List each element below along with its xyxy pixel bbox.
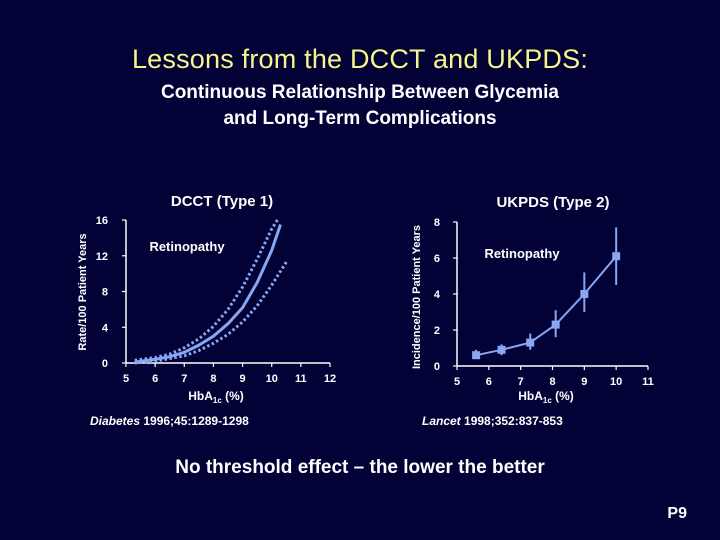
x-tick-label: 11 [642, 376, 654, 388]
chart-title: DCCT (Type 1) [171, 193, 273, 210]
data-point-marker [580, 290, 589, 298]
data-point-marker [551, 320, 560, 329]
footer-text: No threshold effect – the lower the bett… [175, 457, 545, 478]
data-point-marker [526, 338, 535, 347]
series-line-dotted [134, 261, 288, 365]
x-tick-label: 9 [581, 376, 587, 388]
citation-reference: 1996;45:1289-1298 [140, 414, 249, 428]
data-point-marker [472, 351, 481, 360]
slide-title: Lessons from the DCCT and UKPDS: [131, 44, 589, 74]
x-tick-label: 7 [181, 373, 187, 385]
x-axis-label: HbA1c (%) [188, 389, 244, 405]
x-axis-label-subscript: 1c [543, 396, 552, 405]
data-point-marker [612, 252, 621, 261]
x-tick-label: 12 [324, 373, 336, 385]
series-line-solid [134, 224, 282, 364]
y-tick-label: 6 [434, 253, 440, 265]
y-tick-label: 0 [434, 361, 440, 373]
annotation-label: Retinopathy [484, 246, 560, 261]
x-tick-label: 11 [295, 373, 307, 385]
y-axis-label: Incidence/100 Patient Years [411, 225, 423, 369]
x-tick-label: 7 [518, 376, 524, 388]
x-tick-label: 8 [210, 373, 216, 385]
x-tick-label: 10 [266, 373, 278, 385]
citation-journal: Lancet [422, 414, 462, 428]
y-tick-label: 8 [102, 287, 108, 299]
x-axis-label-main: HbA [188, 389, 213, 403]
x-tick-label: 9 [240, 373, 246, 385]
x-axis-label: HbA1c (%) [518, 389, 574, 405]
citation-journal: Diabetes [90, 414, 140, 428]
chart-panel-2: UKPDS (Type 2) Retinopathy Incidence/100 P… [411, 194, 654, 428]
chart-panel-1: DCCT (Type 1) Retinopathy Rate/100 Patient… [77, 193, 336, 428]
subtitle-line-2: and Long-Term Complications [223, 108, 497, 129]
slide-subtitle: Continuous Relationship Between Glycemia… [0, 80, 720, 132]
y-tick-label: 8 [434, 217, 440, 229]
x-axis-label-subscript: 1c [213, 396, 222, 405]
page-number: P9 [667, 505, 687, 522]
x-tick-label: 5 [454, 376, 460, 388]
series-line-dotted [134, 219, 279, 362]
x-axis-label-unit: (%) [552, 389, 574, 403]
chart-title: UKPDS (Type 2) [496, 194, 609, 211]
x-tick-label: 6 [152, 373, 158, 385]
x-tick-label: 6 [486, 376, 492, 388]
y-tick-label: 4 [434, 289, 441, 301]
x-tick-label: 8 [549, 376, 555, 388]
x-tick-label: 10 [610, 376, 622, 388]
citation-reference: 1998;352:837-853 [461, 414, 563, 428]
y-axis-label: Rate/100 Patient Years [77, 233, 89, 350]
y-tick-label: 16 [96, 215, 108, 227]
y-tick-label: 4 [102, 322, 109, 334]
citation: Diabetes 1996;45:1289-1298 [90, 414, 249, 428]
citation: Lancet 1998;352:837-853 [422, 414, 563, 428]
x-axis-label-unit: (%) [222, 389, 244, 403]
subtitle-line-1: Continuous Relationship Between Glycemia [160, 82, 559, 103]
data-point-marker [497, 345, 506, 354]
y-tick-label: 2 [434, 325, 440, 337]
annotation-label: Retinopathy [149, 239, 225, 254]
y-tick-label: 12 [96, 251, 108, 263]
x-axis-label-main: HbA [518, 389, 543, 403]
series-connecting-line [475, 255, 617, 357]
x-tick-label: 5 [123, 373, 129, 385]
y-tick-label: 0 [102, 358, 108, 370]
